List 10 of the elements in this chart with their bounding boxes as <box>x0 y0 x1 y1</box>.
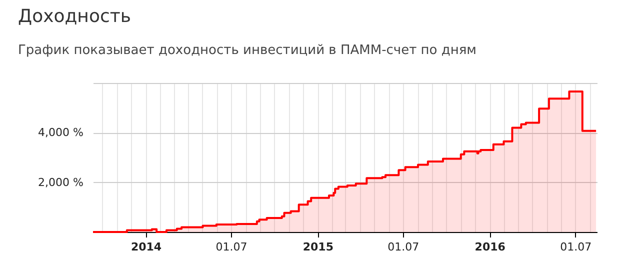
x-tick-label: 2015 <box>302 240 334 254</box>
x-tick-label: 2016 <box>474 240 506 254</box>
x-tick-label: 01.07 <box>388 240 420 254</box>
chart-title: Доходность <box>18 6 131 27</box>
chart-subtitle: График показывает доходность инвестиций в ПАММ-счет по дням <box>18 43 476 58</box>
x-tick-label: 2014 <box>130 240 162 254</box>
y-tick-label: 4,000 % <box>38 126 84 140</box>
x-tick-label: 01.07 <box>216 240 248 254</box>
x-tick-label: 01.07 <box>560 240 592 254</box>
y-tick-label: 2,000 % <box>38 176 84 189</box>
